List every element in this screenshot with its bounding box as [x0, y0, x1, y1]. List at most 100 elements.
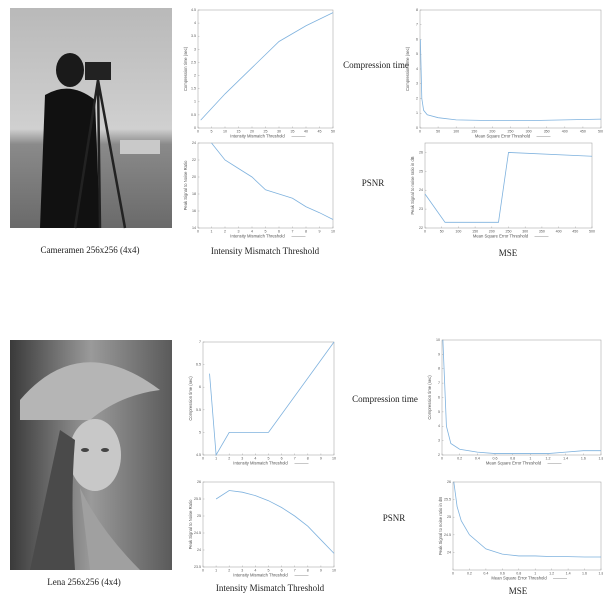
y-tick-label: 24 — [419, 188, 423, 192]
x-tick-label: 0 — [197, 129, 199, 133]
y-tick-label: 1 — [416, 111, 418, 115]
x-axis-label: Intensity Mismatch Threshold — [230, 234, 285, 239]
y-tick-label: 4 — [194, 21, 196, 25]
y-tick-label: 8 — [438, 367, 440, 371]
x-axis-label: Intensity Mismatch Threshold — [233, 461, 288, 466]
y-tick-label: 3 — [438, 439, 440, 443]
y-tick-label: 0.5 — [191, 113, 196, 117]
y-tick-label: 4.5 — [191, 8, 196, 12]
y-tick-label: 6.5 — [196, 363, 201, 367]
y-tick-label: 3 — [416, 82, 418, 86]
plot-frame — [203, 342, 334, 455]
y-tick-label: 3 — [194, 47, 196, 51]
y-tick-label: 4.5 — [196, 453, 201, 457]
x-tick-label: 1.8 — [599, 456, 603, 460]
x-axis-label: Intensity Mismatch Threshold — [230, 134, 285, 139]
y-axis-label: Compression time (sec) — [183, 46, 188, 91]
plot-frame — [442, 340, 601, 455]
x-tick-label: 45 — [318, 129, 322, 133]
y-tick-label: 1 — [194, 100, 196, 104]
y-tick-label: 24 — [192, 141, 196, 145]
x-tick-label: 50 — [436, 129, 440, 133]
y-axis-label: Compression time (sec) — [405, 46, 410, 91]
y-tick-label: 10 — [436, 338, 440, 342]
x-tick-label: 1.2 — [549, 571, 554, 575]
data-line — [216, 491, 334, 554]
y-tick-label: 3.5 — [191, 34, 196, 38]
x-tick-label: 0.2 — [457, 456, 462, 460]
x-tick-label: 5 — [211, 129, 213, 133]
row-label: Compression time — [343, 60, 409, 70]
x-tick-label: 35 — [291, 129, 295, 133]
y-tick-label: 7 — [199, 340, 201, 344]
x-tick-label: 50 — [440, 229, 444, 233]
y-tick-label: 26 — [197, 480, 201, 484]
x-tick-label: 7 — [294, 456, 296, 460]
x-axis-label: Mean Square Error Threshold — [473, 234, 529, 239]
x-tick-label: 0 — [424, 229, 426, 233]
y-tick-label: 24 — [197, 548, 201, 552]
figure: Cameramen 256x256 (4x4) Lena 256x256 (4x… — [0, 0, 603, 596]
x-tick-label: 9 — [320, 456, 322, 460]
y-tick-label: 0 — [194, 126, 196, 130]
x-tick-label: 0 — [202, 568, 204, 572]
x-axis-label: Mean Square Error Threshold — [491, 576, 547, 581]
y-tick-label: 6 — [199, 385, 201, 389]
x-tick-label: 2 — [228, 568, 230, 572]
cameraman-photo — [10, 8, 172, 228]
chart-caption: MSE — [499, 248, 518, 258]
y-axis-label: Peak Signal to noise ratio in dB — [438, 497, 443, 555]
x-tick-label: 500 — [598, 129, 603, 133]
x-tick-label: 1.6 — [582, 571, 587, 575]
y-tick-label: 22 — [192, 158, 196, 162]
y-tick-label: 5 — [416, 52, 418, 56]
x-tick-label: 0 — [452, 571, 454, 575]
y-tick-label: 4 — [416, 67, 418, 71]
y-tick-label: 23 — [419, 207, 423, 211]
x-tick-label: 1 — [215, 568, 217, 572]
x-tick-label: 1.6 — [581, 456, 586, 460]
data-line — [201, 13, 333, 121]
x-tick-label: 450 — [580, 129, 586, 133]
x-tick-label: 450 — [572, 229, 578, 233]
plot-frame — [198, 10, 333, 128]
image-caption: Lena 256x256 (4x4) — [47, 577, 120, 587]
x-tick-label: 8 — [307, 456, 309, 460]
x-axis-label: Mean Square Error Threshold — [486, 461, 542, 466]
y-tick-label: 2 — [416, 96, 418, 100]
x-tick-label: 10 — [332, 456, 336, 460]
x-tick-label: 400 — [562, 129, 568, 133]
y-tick-label: 23.5 — [194, 565, 201, 569]
y-tick-label: 2 — [194, 74, 196, 78]
x-tick-label: 1 — [215, 456, 217, 460]
y-tick-label: 25.5 — [194, 497, 201, 501]
x-tick-label: 1.2 — [546, 456, 551, 460]
data-line — [425, 152, 592, 222]
x-tick-label: 8 — [305, 229, 307, 233]
row-label: PSNR — [362, 178, 385, 188]
y-tick-label: 6 — [416, 37, 418, 41]
y-tick-label: 24.5 — [194, 531, 201, 535]
y-tick-label: 20 — [192, 175, 196, 179]
x-tick-label: 100 — [453, 129, 459, 133]
y-tick-label: 0 — [416, 126, 418, 130]
x-tick-label: 2 — [228, 456, 230, 460]
chart-caption: Intensity Mismatch Threshold — [211, 246, 320, 256]
y-tick-label: 26 — [447, 480, 451, 484]
x-tick-label: 7 — [292, 229, 294, 233]
x-tick-label: 10 — [332, 568, 336, 572]
x-tick-label: 400 — [556, 229, 562, 233]
x-tick-label: 10 — [223, 129, 227, 133]
y-tick-label: 24 — [447, 550, 451, 554]
x-tick-label: 0 — [441, 456, 443, 460]
x-tick-label: 40 — [304, 129, 308, 133]
x-tick-label: 0 — [197, 229, 199, 233]
x-tick-label: 350 — [539, 229, 545, 233]
y-tick-label: 25 — [447, 515, 451, 519]
data-line — [212, 143, 334, 220]
y-tick-label: 5 — [438, 410, 440, 414]
x-tick-label: 1.4 — [563, 456, 568, 460]
y-axis-label: Peak Signal to noise ratio in dB — [410, 156, 415, 214]
y-tick-label: 6 — [438, 395, 440, 399]
y-tick-label: 7 — [438, 381, 440, 385]
